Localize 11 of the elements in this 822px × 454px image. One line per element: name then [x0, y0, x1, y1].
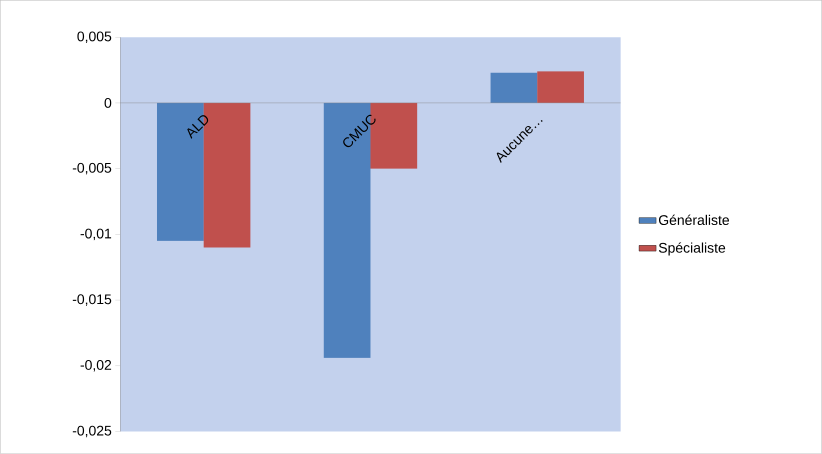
y-tick-label: 0,005 [77, 32, 112, 44]
bar [490, 72, 538, 104]
y-tick-label: -0,015 [72, 294, 112, 306]
bar [537, 72, 584, 104]
y-tick-label: 0 [104, 98, 112, 108]
y-tick-label: -0,02 [80, 360, 112, 372]
y-tick-label: -0,01 [80, 228, 112, 240]
y-tick-label: -0,005 [72, 163, 112, 175]
legend-label: Généraliste [658, 214, 730, 226]
y-tick-label: -0,025 [72, 426, 112, 438]
legend-label: Spécialiste [658, 242, 726, 256]
